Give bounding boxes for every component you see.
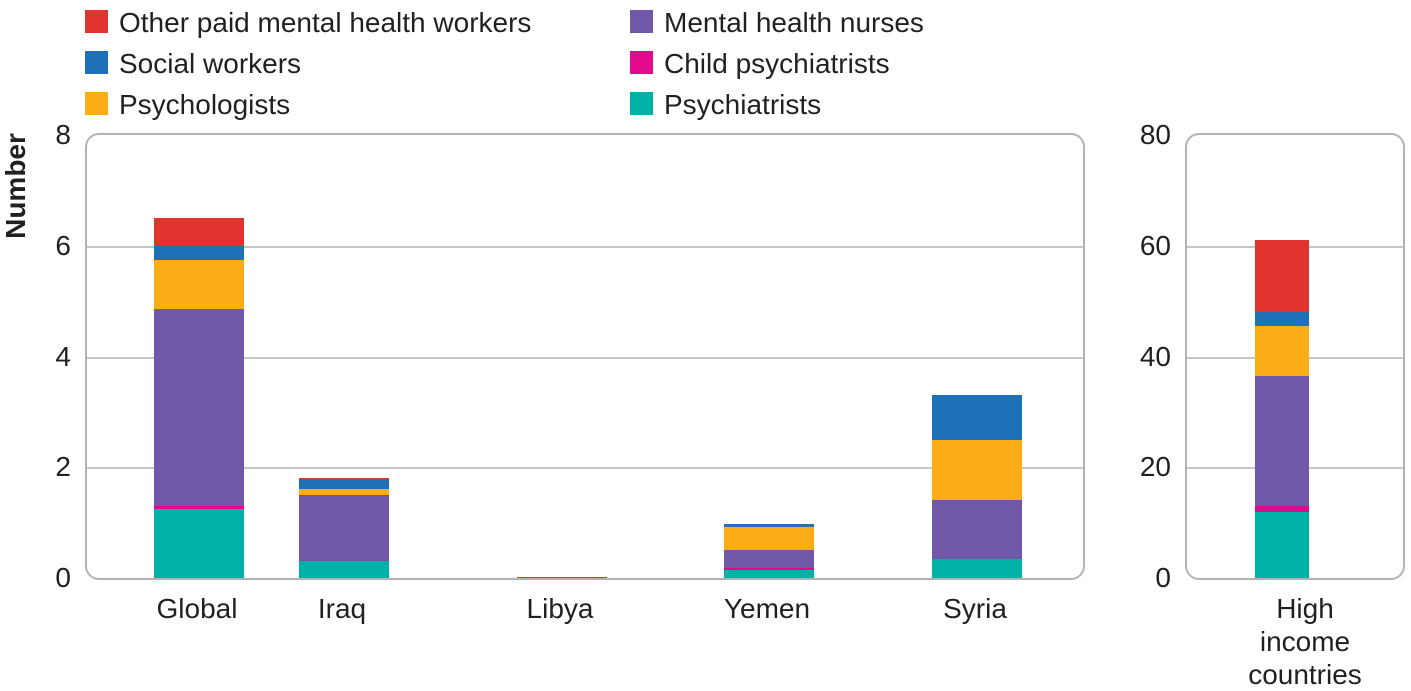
bar-segment: [154, 309, 244, 507]
left-chart-panel: [85, 133, 1085, 580]
y-tick-label: 60: [1139, 229, 1171, 261]
bar-segment: [154, 508, 244, 578]
legend-swatch-icon: [85, 10, 108, 33]
legend-swatch-icon: [630, 92, 653, 115]
bar-segment: [1255, 375, 1309, 507]
bar-segment: [932, 500, 1022, 559]
bar-segment: [932, 558, 1022, 578]
bar-segment: [724, 569, 814, 578]
bar-segment: [932, 395, 1022, 440]
y-tick-label: 4: [55, 340, 71, 372]
bar-segment: [1255, 312, 1309, 327]
bar-segment: [299, 480, 389, 490]
category-label: Iraq: [317, 593, 367, 624]
category-label: Syria: [943, 593, 1007, 624]
y-tick-label: 80: [1139, 119, 1171, 150]
bar-segment: [724, 527, 814, 551]
y-tick-label: 6: [55, 229, 71, 261]
y-tick-label: 0: [55, 562, 71, 593]
bar-segment: [724, 568, 814, 570]
legend-swatch-icon: [85, 51, 108, 74]
legend-label: Other paid mental health workers: [119, 7, 532, 38]
bar-segment: [724, 523, 814, 528]
legend-label: Psychologists: [119, 89, 291, 120]
legend-swatch-icon: [630, 51, 653, 74]
legend-swatch-icon: [630, 10, 653, 33]
bar-segment: [1255, 326, 1309, 376]
bar-segment: [299, 478, 389, 480]
bar-segment: [154, 218, 244, 246]
gridline: [87, 356, 1083, 359]
bar-segment: [1255, 506, 1309, 512]
gridline: [87, 245, 1083, 248]
bar-segment: [1255, 240, 1309, 313]
y-tick-label: 2: [55, 451, 71, 483]
y-tick-label: 0: [1155, 562, 1171, 593]
bar-segment: [299, 494, 389, 562]
category-label: Global: [156, 593, 238, 624]
category-label: High income countries: [1248, 593, 1362, 690]
bar-segment: [154, 245, 244, 260]
legend-label: Mental health nurses: [664, 7, 924, 38]
category-label: Libya: [526, 593, 594, 624]
category-label: Yemen: [723, 593, 811, 624]
y-tick-label: 40: [1139, 340, 1171, 372]
bar-segment: [299, 561, 389, 578]
bar-segment: [932, 439, 1022, 501]
right-chart-panel: [1185, 133, 1405, 580]
bar-segment: [299, 489, 389, 495]
bar-segment: [517, 576, 607, 578]
y-tick-label: 20: [1139, 451, 1171, 483]
bar-segment: [154, 506, 244, 509]
bar-segment: [1255, 511, 1309, 578]
bar-segment: [724, 550, 814, 569]
legend-label: Social workers: [119, 48, 302, 79]
legend-swatch-icon: [85, 92, 108, 115]
gridline: [87, 467, 1083, 470]
y-tick-label: 8: [55, 119, 71, 150]
bar-segment: [154, 259, 244, 310]
legend-label: Psychiatrists: [664, 89, 822, 120]
legend-label: Child psychiatrists: [664, 48, 890, 79]
